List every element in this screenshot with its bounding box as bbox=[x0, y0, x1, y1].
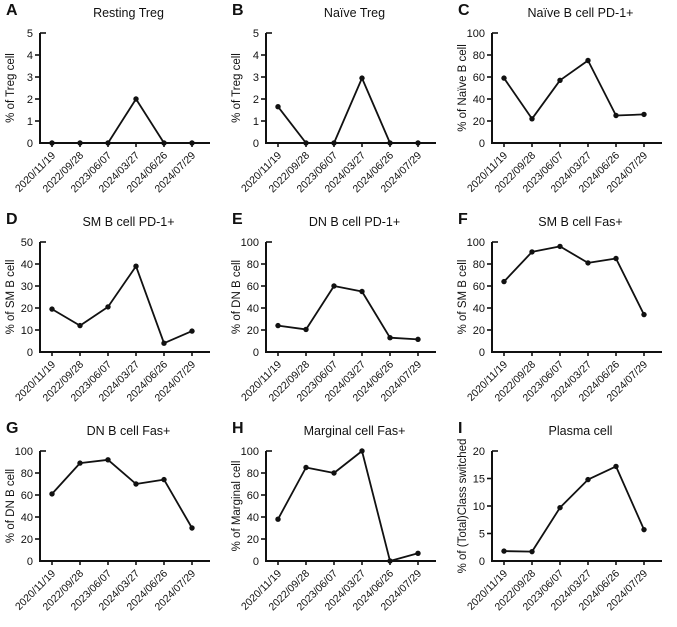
svg-text:2: 2 bbox=[27, 94, 33, 106]
svg-text:100: 100 bbox=[467, 237, 485, 249]
svg-text:5: 5 bbox=[253, 28, 259, 40]
svg-text:100: 100 bbox=[241, 237, 259, 249]
svg-text:40: 40 bbox=[473, 303, 485, 315]
svg-text:10: 10 bbox=[21, 325, 33, 337]
svg-text:% of Marginal cell: % of Marginal cell bbox=[231, 461, 243, 552]
line-chart-canvas: 0123452020/11/192022/09/282023/06/072024… bbox=[231, 28, 436, 195]
svg-text:80: 80 bbox=[247, 468, 259, 480]
svg-text:20: 20 bbox=[247, 325, 259, 337]
svg-text:40: 40 bbox=[21, 259, 33, 271]
panel-letter: C bbox=[458, 2, 470, 19]
svg-text:50: 50 bbox=[21, 237, 33, 249]
panel-letter: H bbox=[232, 420, 244, 437]
panel-title: Plasma cell bbox=[548, 424, 613, 438]
svg-text:0: 0 bbox=[253, 347, 259, 359]
chart-panel-i: I Plasma cell 0 5 10 15 20 2020/11/19 2022/09/… bbox=[452, 418, 677, 627]
panel-title: Naïve Treg bbox=[323, 6, 386, 20]
svg-text:80: 80 bbox=[247, 259, 259, 271]
svg-text:% of Treg cell: % of Treg cell bbox=[5, 53, 17, 123]
svg-text:% of DN B cell: % of DN B cell bbox=[5, 469, 17, 543]
svg-text:40: 40 bbox=[21, 512, 33, 524]
svg-text:20: 20 bbox=[21, 303, 33, 315]
svg-text:80: 80 bbox=[21, 468, 33, 480]
svg-text:60: 60 bbox=[473, 281, 485, 293]
svg-text:100: 100 bbox=[241, 446, 259, 458]
line-chart-canvas: 0204060801002020/11/192022/09/282023/06/… bbox=[5, 446, 210, 613]
panel-letter: E bbox=[232, 211, 243, 228]
svg-text:2: 2 bbox=[253, 94, 259, 106]
svg-text:4: 4 bbox=[253, 50, 259, 62]
chart-panel-e: E DN B cell PD-1+ 0 20 40 60 80 100 2020/11/19… bbox=[226, 209, 451, 418]
svg-text:0: 0 bbox=[27, 556, 33, 568]
svg-text:60: 60 bbox=[247, 281, 259, 293]
panel-title: Naïve B cell PD-1+ bbox=[527, 6, 634, 20]
svg-text:20: 20 bbox=[473, 446, 485, 458]
svg-text:0: 0 bbox=[479, 556, 485, 568]
panel-letter: B bbox=[232, 2, 244, 19]
svg-text:100: 100 bbox=[467, 28, 485, 40]
svg-text:0: 0 bbox=[253, 556, 259, 568]
svg-text:10: 10 bbox=[473, 501, 485, 513]
svg-text:% of SM B cell: % of SM B cell bbox=[5, 260, 17, 335]
panel-letter: G bbox=[6, 420, 19, 437]
svg-text:1: 1 bbox=[27, 116, 33, 128]
svg-text:4: 4 bbox=[27, 50, 33, 62]
svg-text:40: 40 bbox=[247, 512, 259, 524]
svg-text:40: 40 bbox=[247, 303, 259, 315]
svg-text:15: 15 bbox=[473, 474, 485, 486]
panel-letter: F bbox=[458, 211, 469, 228]
panel-title: DN B cell PD-1+ bbox=[308, 215, 401, 229]
chart-panel-g: G DN B cell Fas+ 0 20 40 60 80 100 2020/11/19 2… bbox=[0, 418, 225, 627]
svg-text:20: 20 bbox=[21, 534, 33, 546]
svg-text:5: 5 bbox=[479, 529, 485, 541]
svg-text:% of Treg cell: % of Treg cell bbox=[231, 53, 243, 123]
line-chart-canvas: 051015202020/11/192022/09/282023/06/0720… bbox=[457, 439, 662, 613]
svg-text:80: 80 bbox=[473, 50, 485, 62]
svg-text:0: 0 bbox=[479, 347, 485, 359]
svg-text:0: 0 bbox=[479, 138, 485, 150]
svg-text:3: 3 bbox=[27, 72, 33, 84]
svg-text:% of DN B cell: % of DN B cell bbox=[231, 260, 243, 334]
line-chart-canvas: 010203040502020/11/192022/09/282023/06/0… bbox=[5, 237, 210, 404]
line-chart-canvas: 0204060801002020/11/192022/09/282023/06/… bbox=[231, 446, 436, 613]
svg-text:% of Naïve B cell: % of Naïve B cell bbox=[457, 44, 469, 132]
svg-text:1: 1 bbox=[253, 116, 259, 128]
panel-title: SM B cell PD-1+ bbox=[82, 215, 175, 229]
chart-panel-a: A Resting Treg 0 1 2 3 4 5 2020/11/19 2022/09/2… bbox=[0, 0, 225, 209]
chart-panel-c: C Naïve B cell PD-1+ 0 20 40 60 80 100 2020/11… bbox=[452, 0, 677, 209]
chart-panel-h: H Marginal cell Fas+ 0 20 40 60 80 100 2020/11… bbox=[226, 418, 451, 627]
chart-panel-f: F SM B cell Fas+ 0 20 40 60 80 100 2020/11/19 2… bbox=[452, 209, 677, 418]
panel-letter: D bbox=[6, 211, 18, 228]
svg-text:0: 0 bbox=[27, 347, 33, 359]
svg-text:20: 20 bbox=[473, 116, 485, 128]
line-chart-canvas: 0123452020/11/192022/09/282023/06/072024… bbox=[5, 28, 210, 195]
panel-title: Marginal cell Fas+ bbox=[303, 424, 406, 438]
svg-text:30: 30 bbox=[21, 281, 33, 293]
svg-text:% of SM B cell: % of SM B cell bbox=[457, 260, 469, 335]
chart-panel-b: B Naïve Treg 0 1 2 3 4 5 2020/11/19 2022/09/28 2… bbox=[226, 0, 451, 209]
svg-text:0: 0 bbox=[27, 138, 33, 150]
panel-letter: I bbox=[458, 420, 463, 437]
svg-text:60: 60 bbox=[21, 490, 33, 502]
svg-text:3: 3 bbox=[253, 72, 259, 84]
panel-title: Resting Treg bbox=[93, 6, 164, 20]
svg-text:60: 60 bbox=[247, 490, 259, 502]
line-chart-canvas: 0204060801002020/11/192022/09/282023/06/… bbox=[457, 237, 662, 404]
svg-text:20: 20 bbox=[473, 325, 485, 337]
chart-panel-d: D SM B cell PD-1+ 0 10 20 30 40 50 2020/11/19 2… bbox=[0, 209, 225, 418]
svg-text:60: 60 bbox=[473, 72, 485, 84]
panel-title: SM B cell Fas+ bbox=[538, 215, 623, 229]
svg-text:80: 80 bbox=[473, 259, 485, 271]
svg-text:5: 5 bbox=[27, 28, 33, 40]
panel-title: DN B cell Fas+ bbox=[86, 424, 171, 438]
svg-text:% of (Total)Class switched: % of (Total)Class switched bbox=[457, 439, 469, 574]
svg-text:100: 100 bbox=[15, 446, 33, 458]
svg-text:0: 0 bbox=[253, 138, 259, 150]
line-chart-canvas: 0204060801002020/11/192022/09/282023/06/… bbox=[231, 237, 436, 404]
svg-text:40: 40 bbox=[473, 94, 485, 106]
panel-letter: A bbox=[6, 2, 18, 19]
line-chart-canvas: 0204060801002020/11/192022/09/282023/06/… bbox=[457, 28, 662, 195]
svg-text:20: 20 bbox=[247, 534, 259, 546]
